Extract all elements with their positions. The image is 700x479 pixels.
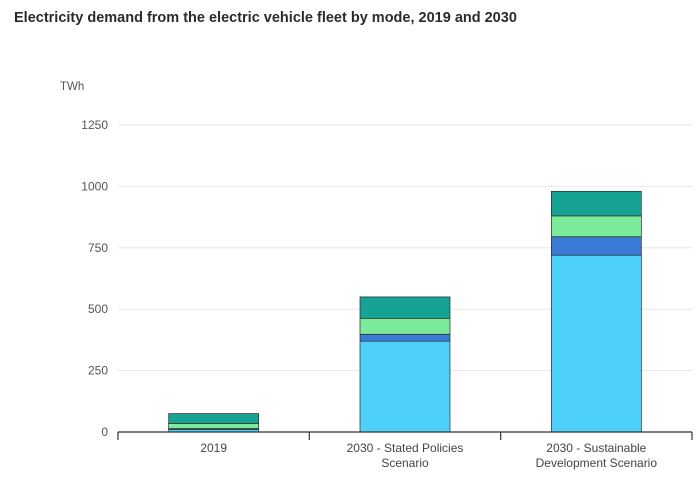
y-tick-label: 1250 <box>81 118 108 132</box>
y-axis-ticks: 0 250 500 750 1000 1250 <box>81 118 108 439</box>
bar-segment-0-2 <box>168 423 260 429</box>
bar-segment-1-1 <box>359 333 451 342</box>
y-tick-label: 250 <box>88 364 108 378</box>
bar-segment-2-1 <box>550 236 642 256</box>
bar-segment-0-3 <box>168 413 260 424</box>
x-axis <box>117 431 693 440</box>
bar-segment-2-0 <box>550 254 642 433</box>
x-category-label: 2019 <box>200 441 227 455</box>
y-tick-label: 1000 <box>81 179 108 193</box>
y-tick-label: 750 <box>88 241 108 255</box>
y-axis-unit-label: TWh <box>60 81 84 93</box>
bars <box>168 190 642 433</box>
bar-segment-1-0 <box>359 340 451 433</box>
x-category-label: 2030 - Stated Policies Scenario <box>347 441 464 470</box>
chart-title: Electricity demand from the electric veh… <box>14 10 517 26</box>
bar-segment-2-3 <box>550 190 642 217</box>
bar-segment-1-3 <box>359 296 451 319</box>
y-tick-label: 0 <box>101 425 108 439</box>
y-tick-label: 500 <box>88 302 108 316</box>
bar-segment-1-2 <box>359 317 451 335</box>
x-category-label: 2030 - Sustainable Development Scenario <box>536 441 658 470</box>
x-axis-categories: 2019 2030 - Stated Policies Scenario 2030 -… <box>200 441 657 470</box>
bar-segment-2-2 <box>550 215 642 238</box>
